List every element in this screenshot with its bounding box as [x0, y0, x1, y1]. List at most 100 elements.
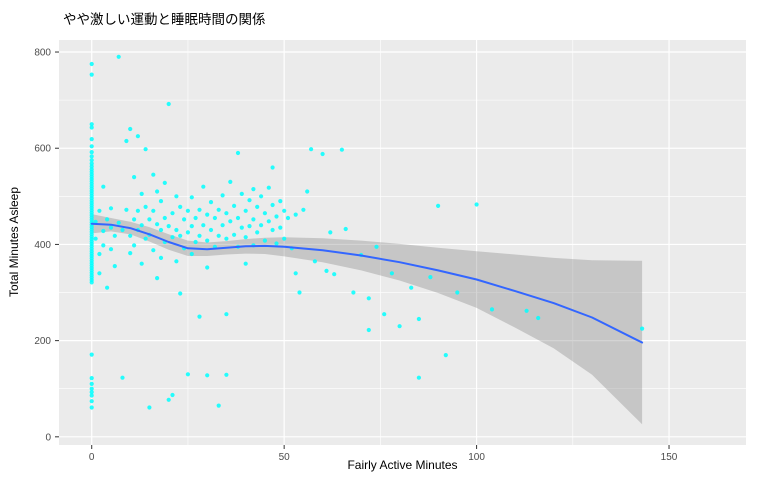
data-point: [93, 236, 98, 241]
data-point: [524, 308, 529, 313]
data-point: [320, 151, 325, 157]
data-point: [97, 208, 102, 213]
data-point: [455, 290, 460, 295]
data-point: [147, 217, 152, 222]
data-point: [251, 217, 256, 222]
data-point: [201, 184, 206, 189]
y-tick-label: 200: [34, 336, 51, 347]
data-point: [166, 397, 171, 402]
data-point: [89, 137, 94, 142]
data-point: [132, 217, 137, 222]
data-point: [282, 236, 287, 241]
data-point: [243, 208, 248, 213]
data-point: [89, 125, 94, 130]
data-point: [174, 227, 179, 233]
data-point: [278, 225, 283, 230]
data-point: [89, 161, 94, 166]
data-point: [185, 208, 190, 213]
trend-line: [90, 222, 644, 344]
confidence-band: [91, 214, 643, 425]
data-point: [135, 208, 140, 213]
data-point: [366, 296, 371, 301]
data-point: [232, 203, 237, 208]
data-point: [228, 179, 233, 184]
data-point: [251, 187, 256, 192]
y-tick-label: 600: [34, 144, 51, 155]
data-point: [89, 399, 94, 404]
data-point: [89, 158, 94, 163]
data-point: [343, 226, 348, 232]
data-point: [89, 72, 94, 77]
data-point: [139, 191, 144, 196]
data-point: [235, 215, 241, 221]
data-point: [182, 217, 187, 222]
data-point: [293, 212, 298, 217]
data-point: [89, 393, 94, 398]
data-point: [220, 193, 225, 198]
data-point: [262, 211, 267, 216]
data-point: [116, 220, 121, 225]
data-point: [89, 122, 94, 127]
data-point: [259, 194, 264, 199]
data-point: [189, 251, 194, 257]
data-point: [351, 290, 356, 295]
data-point: [239, 191, 244, 196]
data-point: [216, 403, 221, 408]
data-point: [155, 222, 160, 227]
data-point: [108, 247, 114, 252]
data-point: [536, 315, 541, 321]
data-point: [189, 195, 194, 200]
data-point: [201, 223, 206, 228]
data-point: [97, 251, 102, 257]
data-point: [224, 372, 229, 377]
data-point: [305, 189, 310, 194]
data-point: [232, 232, 237, 237]
data-point: [262, 238, 267, 243]
data-point: [89, 390, 94, 395]
data-point: [216, 207, 221, 212]
x-tick-label: 100: [468, 452, 485, 463]
data-point: [89, 164, 94, 169]
data-point: [293, 271, 298, 276]
data-point: [255, 204, 260, 209]
data-point: [297, 290, 302, 295]
data-point: [282, 208, 287, 213]
data-point: [197, 314, 202, 319]
data-point: [143, 204, 148, 209]
data-point: [220, 223, 225, 228]
data-point: [105, 285, 110, 290]
data-point: [174, 259, 179, 264]
data-point: [124, 138, 129, 144]
data-point: [120, 375, 125, 380]
data-point: [259, 223, 264, 228]
data-point: [128, 233, 133, 238]
x-tick-label: 50: [279, 452, 291, 463]
data-point: [274, 241, 279, 246]
data-point: [124, 207, 129, 212]
data-point: [312, 259, 317, 264]
data-point: [89, 386, 94, 391]
data-point: [224, 312, 229, 317]
data-point: [243, 235, 248, 240]
data-point: [278, 199, 283, 204]
data-point: [270, 202, 275, 208]
data-point: [170, 211, 175, 216]
data-point: [216, 233, 221, 238]
data-point: [416, 375, 421, 380]
chart-title: やや激しい運動と睡眠時間の関係: [63, 12, 266, 27]
data-point: [382, 312, 387, 317]
data-point: [128, 126, 133, 132]
data-point: [428, 275, 433, 280]
data-point: [255, 230, 260, 235]
data-point: [105, 217, 110, 222]
data-point: [389, 271, 394, 276]
data-point: [178, 291, 183, 296]
data-point: [143, 236, 148, 241]
data-point: [89, 154, 94, 159]
data-point: [108, 206, 114, 211]
data-point: [197, 233, 202, 238]
data-point: [151, 248, 156, 253]
data-point: [178, 233, 183, 238]
data-point: [128, 251, 133, 256]
